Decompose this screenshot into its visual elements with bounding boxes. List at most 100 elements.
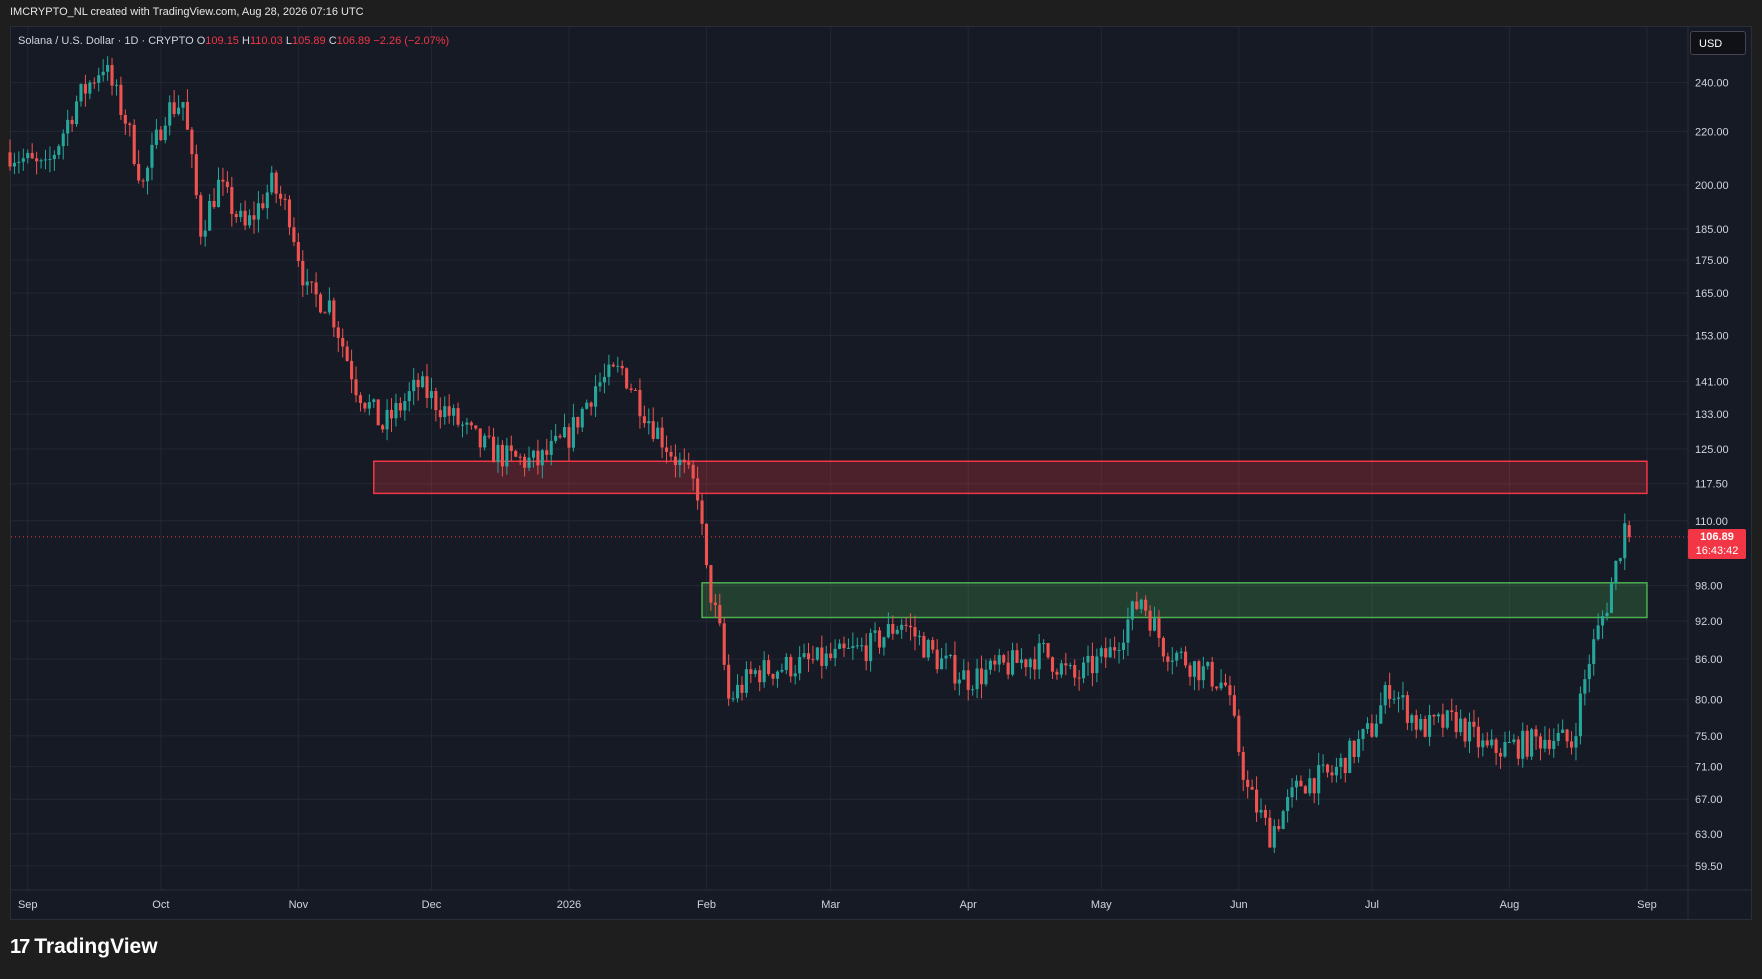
candle-body (385, 409, 389, 430)
candle-body (691, 464, 695, 479)
candle-body (895, 629, 899, 634)
candle-body (598, 382, 602, 387)
x-tick-label: Mar (821, 899, 840, 911)
candle-body (1357, 738, 1361, 758)
candle-body (1521, 730, 1525, 759)
candle-body (172, 102, 176, 114)
candle-body (838, 643, 842, 649)
candle-body (1170, 660, 1174, 662)
x-tick-label: Feb (697, 899, 716, 911)
candle-body (1228, 685, 1232, 696)
candle-body (17, 161, 21, 163)
candle-body (1388, 685, 1392, 700)
candle-body (1299, 780, 1303, 787)
price-axis: 240.00 220.00 200.00 185.00 175.00 165.00 153.… (1687, 27, 1729, 919)
candle-body (163, 125, 167, 141)
candle-body (159, 129, 163, 141)
candle-body (1201, 666, 1205, 681)
y-tick-label: 185.00 (1695, 224, 1729, 236)
candle-body (1312, 778, 1316, 794)
candle-body (647, 421, 651, 424)
candle-body (1410, 715, 1414, 723)
candle-body (26, 152, 30, 159)
y-tick-label: 67.00 (1695, 794, 1723, 806)
candle-body (74, 101, 79, 125)
candle-body (199, 195, 203, 237)
candle-body (744, 669, 748, 693)
candle-body (318, 294, 323, 313)
candle-body (48, 159, 52, 161)
candle-body (860, 645, 864, 647)
candle-body (332, 300, 336, 328)
candle-body (465, 422, 469, 425)
candle-body (811, 659, 815, 661)
candle-body (824, 653, 828, 666)
currency-button[interactable]: USD (1690, 31, 1746, 55)
candle-body (669, 451, 673, 457)
candle-body (1117, 649, 1121, 651)
candle-body (749, 669, 753, 674)
candle-body (403, 401, 407, 411)
candle-body (935, 649, 939, 670)
candle-body (1148, 610, 1152, 631)
change-value: −2.26 (−2.07%) (373, 35, 450, 47)
candle-body (975, 668, 979, 690)
candle-body (234, 214, 238, 218)
candle-body (491, 436, 496, 463)
candle-body (283, 198, 287, 200)
candle-body (829, 653, 833, 659)
candle-body (908, 625, 913, 628)
candle-body (92, 82, 96, 84)
candle-body (279, 193, 283, 199)
candle-body (1077, 677, 1081, 679)
candle-body (1237, 715, 1241, 753)
candle-body (660, 427, 664, 448)
candle-body (1507, 742, 1511, 744)
candle-body (962, 670, 966, 680)
candle-body (638, 390, 642, 417)
candle-body (190, 129, 194, 155)
candle-body (793, 673, 797, 677)
candle-body (1574, 736, 1578, 748)
candle-body (1578, 693, 1582, 737)
candle-body (505, 445, 509, 467)
y-tick-label: 240.00 (1695, 78, 1729, 90)
chart-panel[interactable] (10, 26, 1752, 920)
candle-body (478, 428, 482, 448)
y-tick-label: 125.00 (1695, 444, 1729, 456)
candle-body (1206, 662, 1210, 667)
candle-body (1561, 729, 1565, 734)
y-tick-label: 86.00 (1695, 654, 1723, 666)
candle-body (230, 187, 234, 215)
candle-body (1113, 647, 1117, 651)
candle-body (70, 119, 74, 125)
candle-body (327, 300, 331, 313)
candle-body (1463, 718, 1467, 742)
support-zone (701, 582, 1648, 619)
close-label: C (328, 35, 337, 47)
candle-body (270, 172, 274, 193)
candle-body (775, 671, 780, 679)
open-label: O (196, 35, 206, 47)
candle-body (678, 459, 682, 466)
candle-body (221, 179, 225, 182)
candle-body (363, 402, 367, 409)
y-tick-label: 175.00 (1695, 255, 1729, 267)
candle-body (208, 200, 212, 231)
candle-body (398, 402, 402, 411)
candle-body (376, 399, 380, 426)
candle-body (917, 635, 921, 637)
candle-body (1614, 561, 1618, 584)
candle-body (1166, 656, 1170, 662)
candle-body (514, 450, 518, 457)
candle-body (252, 215, 256, 220)
candle-body (1037, 643, 1041, 670)
candle-body (562, 427, 567, 438)
candle-body (443, 406, 447, 418)
high-label: H (242, 35, 250, 47)
candle-body (1121, 642, 1126, 650)
candle-body (1157, 618, 1161, 638)
tradingview-logo[interactable]: 17 TradingView (10, 935, 158, 959)
candle-body (1073, 665, 1077, 678)
